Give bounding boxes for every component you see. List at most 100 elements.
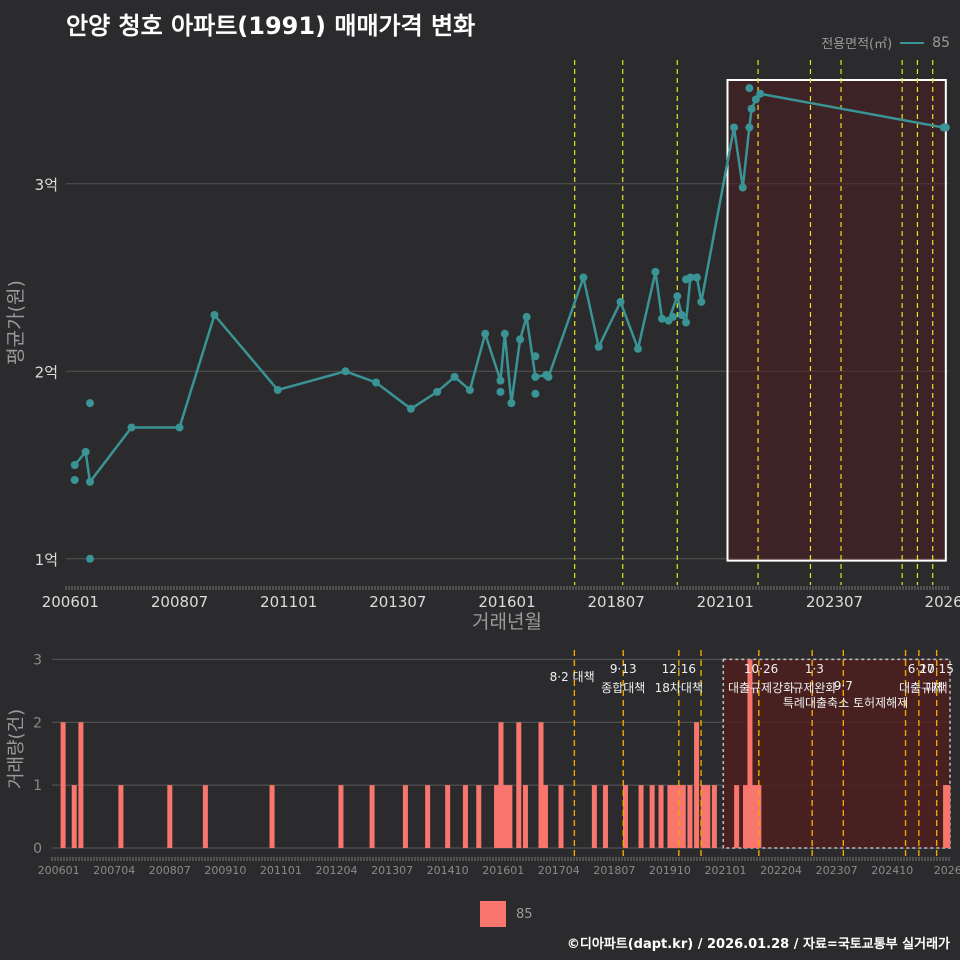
data-point: [677, 311, 686, 319]
x-tick-label-bottom: 202307: [816, 864, 858, 877]
data-point: [658, 314, 667, 323]
data-point: [692, 273, 701, 282]
volume-bar: [602, 785, 608, 848]
data-point: [86, 554, 95, 563]
policy-annotation-label: 특례대출축소 토허제해제: [783, 696, 908, 710]
volume-bar: [638, 785, 644, 848]
data-point: [175, 423, 184, 432]
volume-bar: [671, 785, 677, 848]
volume-bar: [507, 785, 513, 848]
data-point: [433, 387, 442, 396]
data-point: [594, 342, 603, 351]
data-point: [756, 89, 765, 98]
x-tick-label-top: 201101: [260, 593, 317, 611]
data-point: [372, 378, 381, 387]
data-point: [941, 123, 950, 132]
policy-annotation-date: 12·16: [662, 662, 696, 676]
volume-bar: [751, 785, 757, 848]
data-point: [86, 477, 95, 486]
x-tick-label-top: 201601: [478, 593, 535, 611]
volume-bar: [202, 785, 208, 848]
policy-annotation-label: 8·2 대책: [550, 669, 595, 684]
policy-annotation-date: 10·15: [919, 662, 953, 676]
volume-bar: [705, 785, 711, 848]
data-point: [697, 297, 706, 306]
volume-bar: [756, 785, 762, 848]
volume-bar: [622, 785, 628, 848]
policy-annotation-label: 대출규제강화: [728, 681, 794, 695]
volume-bar: [676, 785, 682, 848]
data-point: [682, 318, 691, 327]
x-tick-label-bottom: 202204: [760, 864, 802, 877]
volume-bar: [700, 785, 706, 848]
x-tick-label-bottom: 202410: [871, 864, 913, 877]
volume-bar: [591, 785, 597, 848]
data-point: [668, 312, 677, 321]
policy-annotation-label: 9·7: [834, 679, 853, 693]
volume-bar: [558, 785, 564, 848]
x-axis-title-top: 거래년월: [472, 611, 542, 633]
x-tick-label-bottom: 202101: [705, 864, 747, 877]
policy-annotation-label: 종합대책: [601, 680, 645, 695]
volume-bar: [711, 785, 717, 848]
data-point: [682, 275, 691, 284]
chart-title: 안양 청호 아파트(1991) 매매가격 변화: [66, 12, 476, 40]
volume-bar: [502, 785, 508, 848]
legend-bottom: 85: [480, 901, 533, 927]
y-tick-label-top: 1억: [35, 551, 58, 569]
volume-bar: [667, 785, 673, 848]
policy-annotation-label: 18차대책: [655, 680, 703, 695]
legend-value: 85: [932, 34, 950, 51]
data-point: [633, 344, 642, 353]
data-point: [730, 123, 739, 132]
data-point: [616, 297, 625, 306]
volume-bar: [445, 785, 451, 848]
data-point: [751, 95, 760, 104]
y-tick-label-bottom: 1: [33, 778, 42, 794]
data-point: [406, 404, 415, 413]
data-point: [507, 399, 516, 408]
x-tick-label-top: 202101: [697, 593, 754, 611]
data-point: [516, 335, 525, 344]
volume-bar: [649, 785, 655, 848]
x-tick-label-bottom: 2026: [934, 864, 960, 877]
volume-bar: [338, 785, 344, 848]
data-point: [673, 292, 682, 301]
volume-bar: [462, 785, 468, 848]
volume-bar: [687, 785, 693, 848]
x-tick-label-bottom: 200601: [38, 864, 80, 877]
legend-top: 전용면적(㎡) 85: [821, 33, 950, 53]
y-axis-title-top: 평균가(원): [5, 280, 27, 365]
x-tick-label-top: 201307: [369, 593, 426, 611]
x-tick-label-top: 200601: [42, 593, 99, 611]
data-point: [210, 311, 219, 319]
data-point: [273, 386, 282, 394]
volume-bar: [694, 722, 700, 848]
x-tick-label-bottom: 201204: [316, 864, 358, 877]
volume-bar: [369, 785, 375, 848]
highlight-box-top: [726, 79, 947, 562]
data-point: [531, 352, 540, 361]
policy-annotation-date: 10·26: [744, 662, 778, 676]
x-tick-label-bottom: 200910: [204, 864, 246, 877]
volume-bar: [71, 785, 77, 848]
volume-bar: [734, 785, 740, 848]
volume-bar: [680, 785, 686, 848]
data-point: [531, 389, 540, 398]
x-tick-label-top: 200807: [151, 593, 208, 611]
data-point: [544, 372, 553, 381]
footer-credit: ©디아파트(dapt.kr) / 2026.01.28 / 자료=국토교통부 실…: [566, 937, 950, 952]
volume-bar: [542, 785, 548, 848]
data-point: [747, 104, 756, 113]
volume-bar: [747, 659, 753, 848]
volume-bar: [498, 722, 504, 848]
x-tick-label-top: 2026: [925, 593, 960, 611]
policy-annotation-date: 6·27: [908, 662, 935, 676]
x-tick-label-bottom: 200807: [149, 864, 191, 877]
volume-bar: [743, 785, 749, 848]
data-point: [745, 84, 754, 93]
x-tick-label-top: 201807: [588, 593, 645, 611]
data-point: [522, 312, 531, 321]
data-point: [465, 386, 474, 394]
data-point: [70, 461, 79, 469]
